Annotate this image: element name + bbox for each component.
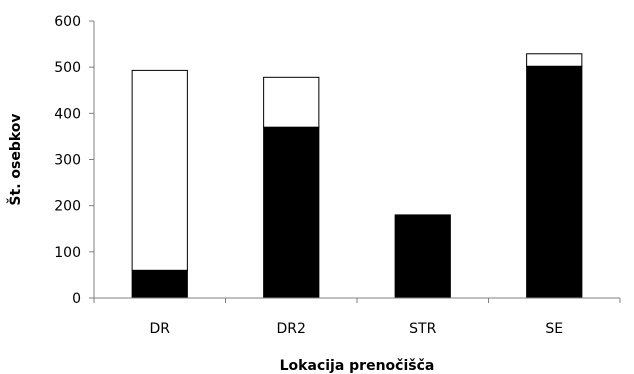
x-axis-title: Lokacija prenočišča [280, 358, 435, 374]
y-tick-label: 0 [72, 291, 81, 307]
x-tick-label: SE [545, 321, 563, 337]
bar-segment-dr-series-1 [131, 269, 188, 299]
bar-segment-se-series-2 [526, 53, 583, 67]
bar-segment-dr2-series-1 [263, 126, 320, 299]
y-axis-title: Št. osebkov [6, 113, 24, 205]
bar-segment-dr-series-2 [131, 69, 188, 271]
x-tick-label: DR [149, 321, 170, 337]
y-ticks: 0 100 200 300 400 500 600 [54, 14, 94, 307]
y-tick-label: 500 [54, 60, 81, 76]
x-ticks: DR DR2 STR SE [93, 298, 621, 337]
y-tick-label: 200 [54, 199, 81, 215]
y-tick-label: 400 [54, 106, 81, 122]
bars-layer [131, 53, 583, 299]
bar-segment-dr2-series-2 [263, 76, 320, 128]
x-tick-label: STR [409, 321, 436, 337]
bar-segment-str-series-1 [394, 214, 451, 299]
y-tick-label: 100 [54, 245, 81, 261]
bar-segment-se-series-1 [526, 65, 583, 299]
y-tick-label: 600 [54, 14, 81, 30]
y-tick-label: 300 [54, 153, 81, 169]
x-tick-label: DR2 [277, 321, 306, 337]
